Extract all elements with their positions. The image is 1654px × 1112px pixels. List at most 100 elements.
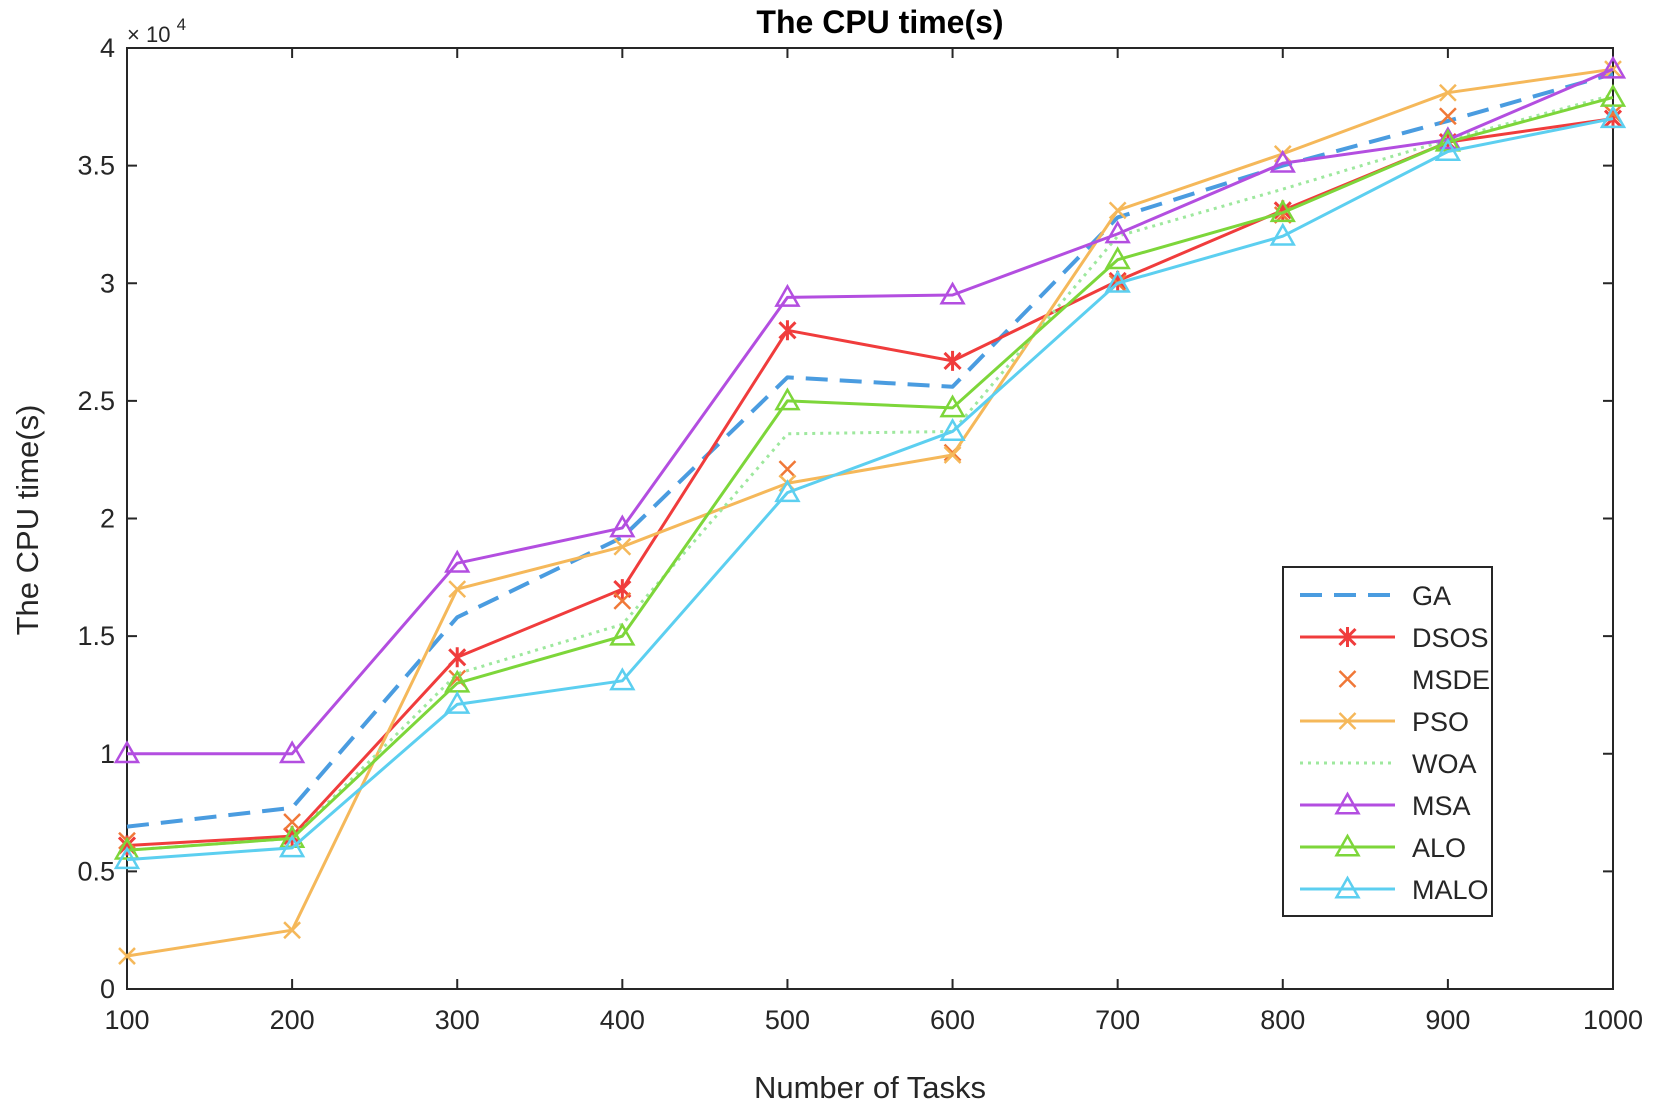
point-dsos-marker	[448, 647, 467, 668]
legend-entry-msde: MSDE	[1338, 665, 1490, 695]
point-pso-marker	[1439, 83, 1457, 102]
y-tick-label: 1	[100, 739, 115, 769]
x-tick-label: 600	[930, 1005, 975, 1035]
point-malo-marker	[1434, 137, 1462, 162]
x-tick-label: 900	[1425, 1005, 1470, 1035]
x-tick-label: 700	[1095, 1005, 1140, 1035]
point-msa-marker	[278, 740, 306, 764]
series-layer	[113, 55, 1627, 965]
y-axis-label: The CPU time(s)	[10, 405, 45, 636]
series-line-msa	[127, 67, 1614, 756]
point-msa-marker	[774, 283, 801, 307]
legend-malo-marker	[1334, 875, 1361, 899]
legend-msa-marker	[1334, 791, 1361, 815]
legend-entry-dsos: DSOS	[1300, 623, 1489, 653]
point-msa-marker	[939, 281, 966, 305]
point-msa-marker	[1599, 55, 1627, 79]
legend-entry-ga: GA	[1300, 581, 1451, 611]
y-tick-label: 3	[100, 268, 115, 298]
y-tick-label: 1.5	[77, 621, 115, 651]
chart-title: The CPU time(s)	[756, 4, 1003, 40]
legend-msde-marker	[1338, 670, 1357, 688]
point-msde-marker	[283, 813, 301, 831]
point-msa-marker	[1269, 149, 1296, 173]
point-malo-marker	[939, 417, 966, 441]
point-pso-marker	[448, 580, 467, 598]
series-line-malo	[126, 117, 1614, 862]
x-tick-label: 400	[600, 1005, 645, 1035]
point-malo-marker	[278, 834, 306, 858]
point-dsos-marker	[778, 320, 797, 341]
x-axis-label: Number of Tasks	[754, 1070, 986, 1105]
x-tick-label: 800	[1260, 1005, 1305, 1035]
x-tick-label: 1000	[1583, 1005, 1643, 1035]
legend-entry-woa: WOA	[1300, 749, 1477, 779]
point-malo-marker	[1269, 222, 1296, 246]
legend-label-msde: MSDE	[1412, 665, 1490, 695]
point-malo-marker	[774, 479, 801, 503]
legend-pso-marker	[1338, 712, 1357, 730]
point-malo-marker	[1599, 105, 1627, 129]
y-tick-label: 2	[100, 504, 115, 534]
series-woa	[126, 93, 1614, 852]
y-tick-label: 0	[100, 974, 115, 1004]
legend-label-pso: PSO	[1412, 707, 1469, 737]
point-msa-marker	[609, 514, 636, 538]
point-malo-marker	[113, 846, 141, 870]
x-tick-label: 200	[270, 1005, 315, 1035]
legend-entry-malo: MALO	[1300, 875, 1489, 905]
y-tick-label: 4	[100, 33, 115, 63]
point-malo-marker	[1104, 269, 1131, 293]
legend-entry-alo: ALO	[1300, 833, 1466, 863]
series-ga	[126, 71, 1614, 829]
series-line-alo	[126, 95, 1614, 852]
point-msde-marker	[613, 591, 632, 610]
point-malo-marker	[444, 690, 471, 714]
legend-alo-marker	[1334, 833, 1361, 857]
point-alo-marker	[609, 622, 636, 646]
point-msde-marker	[1439, 107, 1457, 126]
point-msa-marker	[113, 740, 141, 764]
point-pso-marker	[613, 537, 632, 556]
point-msa-marker	[1104, 220, 1131, 244]
series-line-woa	[126, 93, 1614, 852]
y-exponent-power: 4	[177, 15, 186, 34]
y-axis-ticks: 0 0.5 1 1.5 2 2.5 3 3.5 4	[77, 33, 1613, 1004]
point-msde-marker	[778, 460, 797, 478]
legend: GA DSOS MSDE PSO WOA MSA ALO MALO	[1282, 566, 1493, 917]
svg-text:× 10 4: × 10 4	[127, 15, 186, 47]
y-exponent-base: × 10	[127, 22, 170, 47]
series-line-ga	[126, 71, 1614, 829]
y-exponent-label: × 10 4	[127, 15, 186, 47]
x-axis-ticks: 100 200 300 400 500 600 700 800 900 1000	[104, 48, 1643, 1035]
point-malo-marker	[609, 667, 636, 691]
legend-label-alo: ALO	[1412, 833, 1466, 863]
x-tick-label: 500	[765, 1005, 810, 1035]
legend-entry-pso: PSO	[1300, 707, 1469, 737]
point-pso-marker	[118, 947, 136, 965]
legend-label-woa: WOA	[1412, 749, 1477, 779]
y-tick-label: 3.5	[77, 151, 115, 181]
point-msa-marker	[444, 549, 471, 573]
legend-entry-msa: MSA	[1300, 791, 1471, 821]
point-alo-marker	[774, 387, 801, 411]
point-pso-marker	[283, 921, 301, 940]
y-tick-label: 0.5	[77, 856, 115, 886]
legend-label-malo: MALO	[1412, 875, 1489, 905]
series-alo	[113, 83, 1627, 860]
x-tick-label: 100	[104, 1005, 149, 1035]
legend-dsos-marker	[1338, 627, 1357, 647]
point-pso-marker	[943, 446, 962, 464]
point-pso-marker	[1108, 201, 1127, 220]
series-malo	[113, 105, 1627, 870]
x-tick-label: 300	[435, 1005, 480, 1035]
legend-label-ga: GA	[1412, 581, 1451, 611]
legend-label-dsos: DSOS	[1412, 623, 1489, 653]
point-dsos-marker	[943, 350, 962, 371]
legend-label-msa: MSA	[1412, 791, 1471, 821]
point-alo-marker	[939, 394, 966, 418]
legend-box	[1282, 566, 1493, 917]
y-tick-label: 2.5	[77, 386, 115, 416]
point-alo-marker	[1269, 199, 1296, 223]
